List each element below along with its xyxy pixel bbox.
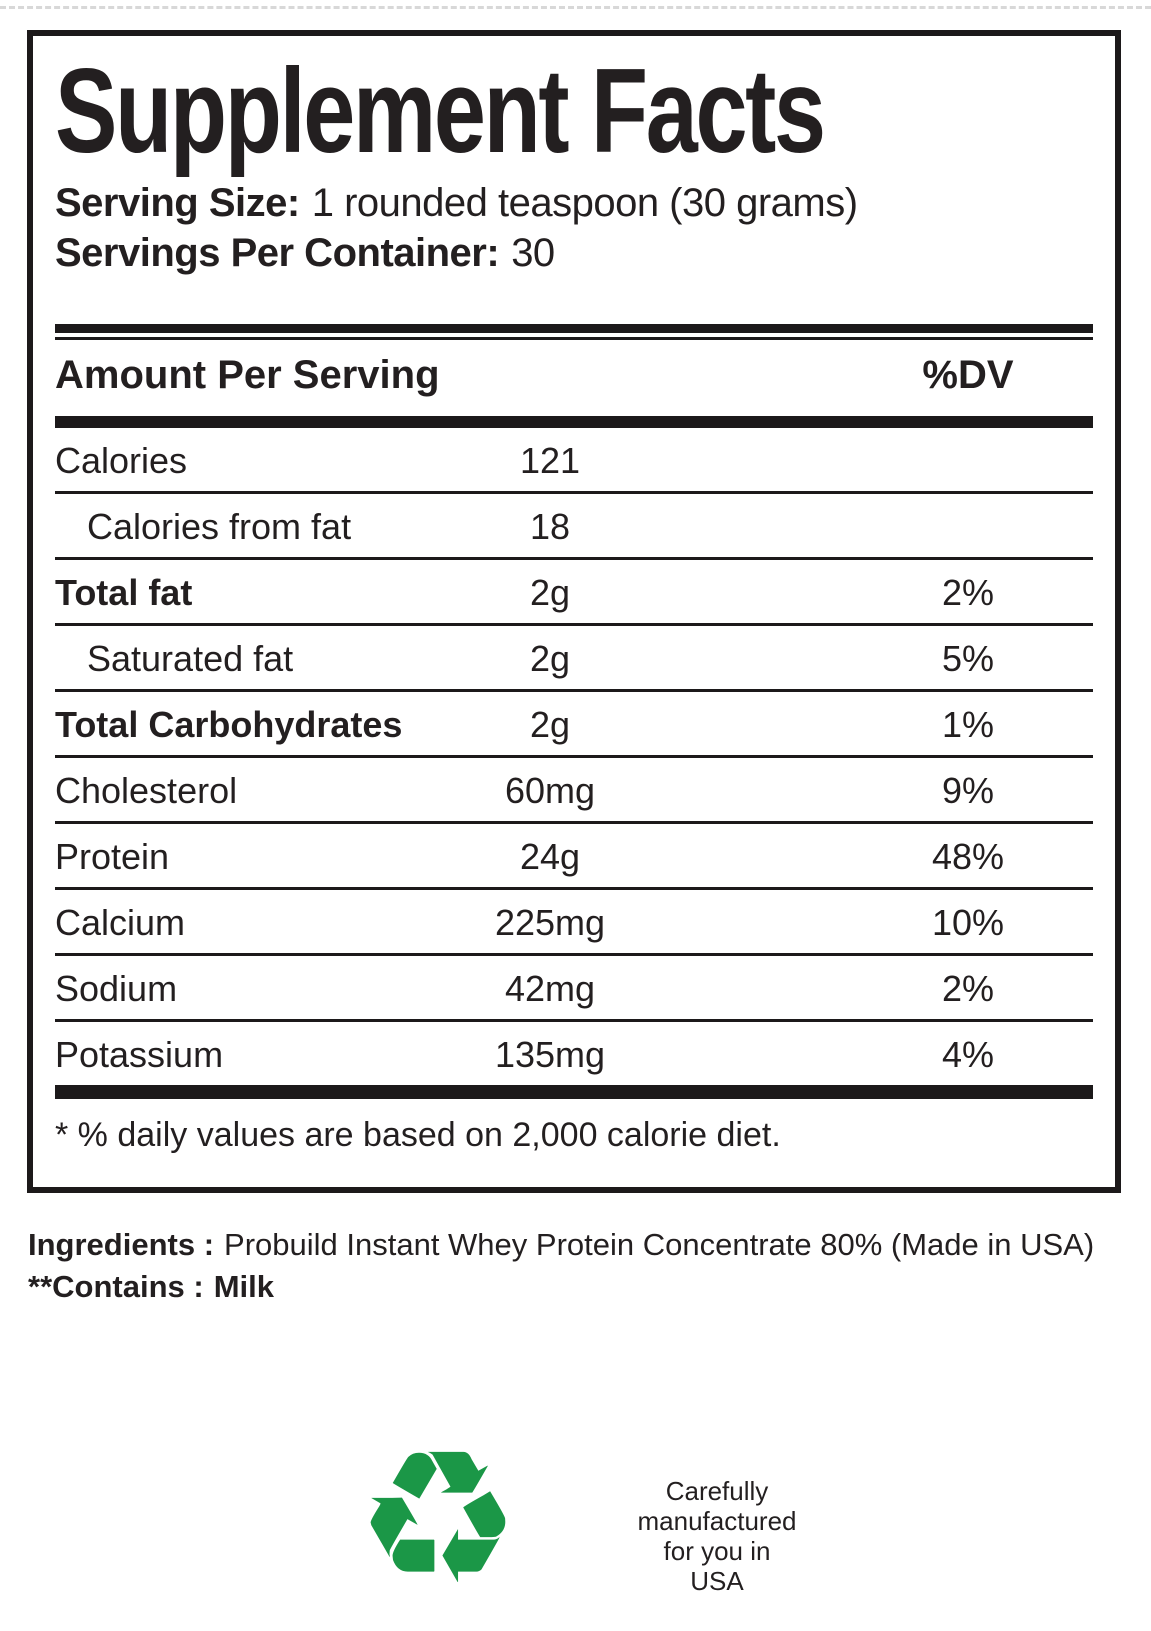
- nutrient-row: Calories 121: [55, 428, 1093, 491]
- servings-per-container-label: Servings Per Container:: [55, 231, 500, 275]
- spacer: [715, 903, 843, 943]
- manufactured-text-line: USA: [690, 1566, 744, 1596]
- manufactured-text-line: manufactured: [637, 1506, 797, 1536]
- ingredients-line: Ingredients : Probuild Instant Whey Prote…: [28, 1224, 1133, 1266]
- nutrient-row: Protein 24g 48%: [55, 821, 1093, 887]
- nutrient-amount: 2g: [529, 704, 571, 745]
- nutrient-row: Potassium 135mg 4%: [55, 1019, 1093, 1085]
- spacer: [715, 1035, 843, 1075]
- nutrient-dv: 9%: [941, 770, 995, 811]
- contains-line: **Contains : Milk: [28, 1266, 1133, 1308]
- page-title: Supplement Facts: [55, 44, 826, 178]
- recycle-icon: ♻: [355, 1410, 521, 1626]
- spacer: [715, 969, 843, 1009]
- supplement-facts-box: Supplement Facts Serving Size: 1 rounded …: [27, 30, 1121, 1193]
- nutrient-dv: 2%: [941, 968, 995, 1009]
- nutrient-name: Potassium: [55, 1034, 224, 1075]
- nutrient-amount: 18: [529, 506, 571, 547]
- nutrient-dv: 10%: [931, 902, 1005, 943]
- manufactured-text: Carefully manufactured for you in USA: [612, 1476, 822, 1596]
- nutrient-name: Protein: [55, 836, 170, 877]
- nutrient-dv: [843, 441, 1093, 481]
- spacer: [715, 639, 843, 679]
- nutrient-row: Saturated fat 2g 5%: [55, 623, 1093, 689]
- spacer: [715, 771, 843, 811]
- nutrient-amount: 225mg: [494, 902, 606, 943]
- nutrient-name: Calories: [55, 440, 188, 481]
- perforation-line: [0, 6, 1151, 9]
- ingredients-block: Ingredients : Probuild Instant Whey Prote…: [28, 1224, 1133, 1308]
- nutrient-amount: 135mg: [494, 1034, 606, 1075]
- nutrient-amount: 2g: [529, 572, 571, 613]
- spacer: [715, 573, 843, 613]
- nutrient-dv: 5%: [941, 638, 995, 679]
- nutrient-amount: 24g: [519, 836, 581, 877]
- servings-per-container-line: Servings Per Container: 30: [55, 228, 1093, 278]
- nutrient-amount: 60mg: [504, 770, 596, 811]
- serving-size-value: 1 rounded teaspoon (30 grams): [311, 181, 858, 225]
- dv-header: %DV: [922, 353, 1014, 397]
- serving-size-line: Serving Size: 1 rounded teaspoon (30 gram…: [55, 178, 1093, 228]
- spacer: [715, 507, 843, 547]
- nutrient-row: Total fat 2g 2%: [55, 557, 1093, 623]
- contains-label: **Contains :: [28, 1269, 204, 1304]
- nutrient-amount: 2g: [529, 638, 571, 679]
- thick-rule-under-header: [55, 416, 1093, 428]
- ingredients-label: Ingredients :: [28, 1227, 215, 1262]
- spacer: [715, 441, 843, 481]
- amount-per-serving-header: Amount Per Serving: [55, 353, 440, 397]
- daily-value-footnote: * % daily values are based on 2,000 calo…: [55, 1116, 781, 1154]
- table-header-row: Amount Per Serving %DV: [55, 340, 1093, 410]
- nutrient-dv: 2%: [941, 572, 995, 613]
- serving-size-label: Serving Size:: [55, 181, 300, 225]
- nutrient-row: Calories from fat 18: [55, 491, 1093, 557]
- thick-rule-bottom: [55, 1085, 1093, 1099]
- thick-rule-top: [55, 324, 1093, 333]
- nutrient-row: Sodium 42mg 2%: [55, 953, 1093, 1019]
- nutrient-name: Calories from fat: [87, 506, 352, 547]
- nutrient-name: Total Carbohydrates: [55, 704, 403, 745]
- servings-per-container-value: 30: [511, 231, 555, 275]
- contains-value: Milk: [213, 1269, 274, 1304]
- nutrient-name: Total fat: [55, 572, 193, 613]
- nutrient-amount: 42mg: [504, 968, 596, 1009]
- nutrient-name: Calcium: [55, 902, 186, 943]
- nutrient-dv: 48%: [931, 836, 1005, 877]
- nutrient-row: Total Carbohydrates 2g 1%: [55, 689, 1093, 755]
- nutrient-dv: 4%: [941, 1034, 995, 1075]
- spacer: [715, 837, 843, 877]
- manufactured-text-line: Carefully: [665, 1476, 769, 1506]
- nutrient-amount: 121: [519, 440, 581, 481]
- nutrient-name: Sodium: [55, 968, 178, 1009]
- nutrient-name: Cholesterol: [55, 770, 238, 811]
- nutrient-name: Saturated fat: [87, 638, 294, 679]
- nutrient-row: Cholesterol 60mg 9%: [55, 755, 1093, 821]
- nutrient-dv: 1%: [941, 704, 995, 745]
- nutrient-dv: [843, 507, 1093, 547]
- ingredients-value: Probuild Instant Whey Protein Concentrat…: [224, 1227, 1095, 1262]
- thin-rule-top: [55, 337, 1093, 340]
- footer: ♻ Carefully manufactured for you in USA: [0, 1426, 1151, 1611]
- nutrient-rows: Calories 121 Calories from fat 18 Total fat 2…: [55, 428, 1093, 1085]
- nutrient-row: Calcium 225mg 10%: [55, 887, 1093, 953]
- spacer: [715, 705, 843, 745]
- manufactured-text-line: for you in: [663, 1536, 771, 1566]
